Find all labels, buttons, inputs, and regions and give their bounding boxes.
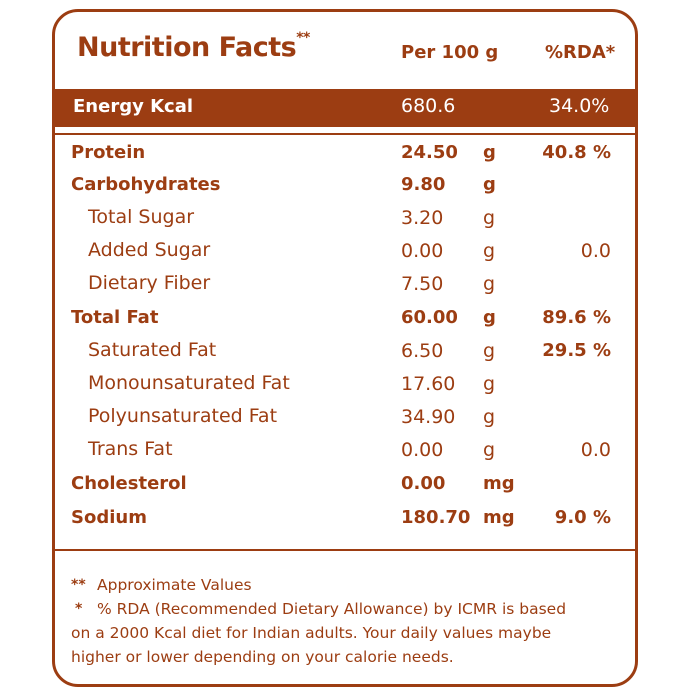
approx-footnote-text: Approximate Values [97, 576, 252, 594]
nutrient-row: Total Fat 60.00 g 89.6 % [55, 303, 635, 336]
divider [55, 549, 635, 551]
nutrient-rda: 9.0 % [554, 507, 611, 528]
nutrient-row: Added Sugar 0.00 g 0.0 [55, 236, 635, 269]
nutrient-value: 34.90 [401, 406, 456, 428]
nutrient-rda: 0.0 [580, 439, 611, 461]
energy-value: 680.6 [401, 95, 456, 117]
nutrient-row: Saturated Fat 6.50 g 29.5 % [55, 336, 635, 369]
nutrient-row: Dietary Fiber 7.50 g [55, 269, 635, 302]
nutrient-unit: g [483, 142, 496, 163]
nutrient-value: 6.50 [401, 340, 444, 362]
title-footnote-mark: ** [296, 30, 310, 46]
per-100g-header: Per 100 g [401, 42, 499, 63]
nutrient-unit: mg [483, 473, 515, 494]
nutrient-name: Added Sugar [88, 239, 211, 261]
nutrient-name: Sodium [71, 507, 147, 528]
nutrient-unit: g [483, 174, 496, 195]
nutrient-value: 60.00 [401, 307, 458, 328]
nutrient-value: 180.70 [401, 507, 471, 528]
nutrient-row: Sodium 180.70 mg 9.0 % [55, 503, 635, 536]
nutrient-row: Total Sugar 3.20 g [55, 203, 635, 236]
divider [55, 133, 635, 135]
nutrient-value: 9.80 [401, 174, 446, 195]
footnotes: ** Approximate Values * % RDA (Recommend… [71, 573, 631, 673]
nutrient-value: 0.00 [401, 240, 444, 262]
rda-footnote-line: on a 2000 Kcal diet for Indian adults. Y… [71, 624, 552, 642]
nutrient-unit: g [483, 406, 496, 428]
nutrient-value: 7.50 [401, 273, 444, 295]
nutrient-unit: g [483, 207, 496, 229]
nutrient-unit: g [483, 340, 496, 362]
nutrient-unit: g [483, 307, 496, 328]
page-title: Nutrition Facts** [77, 30, 310, 63]
rda-footnote-line: higher or lower depending on your calori… [71, 648, 454, 666]
nutrient-row: Protein 24.50 g 40.8 % [55, 138, 635, 171]
rda-footnote-mark: * [75, 601, 83, 617]
nutrient-row: Polyunsaturated Fat 34.90 g [55, 402, 635, 435]
nutrient-row: Trans Fat 0.00 g 0.0 [55, 435, 635, 468]
nutrient-name: Dietary Fiber [88, 272, 211, 294]
nutrient-rda: 29.5 % [542, 340, 611, 361]
rda-header: %RDA* [545, 42, 616, 63]
nutrient-name: Trans Fat [88, 438, 173, 460]
nutrient-unit: g [483, 439, 496, 461]
energy-label: Energy Kcal [73, 96, 194, 117]
approx-footnote-mark: ** [71, 577, 86, 593]
nutrient-rda: 40.8 % [542, 142, 611, 163]
nutrient-unit: g [483, 240, 496, 262]
nutrient-name: Monounsaturated Fat [88, 372, 290, 394]
nutrient-name: Protein [71, 142, 146, 163]
nutrient-value: 24.50 [401, 142, 458, 163]
energy-rda: 34.0% [549, 95, 610, 117]
nutrient-name: Polyunsaturated Fat [88, 405, 278, 427]
nutrient-name: Saturated Fat [88, 339, 217, 361]
nutrient-rda: 89.6 % [542, 307, 611, 328]
nutrient-name: Total Sugar [88, 206, 195, 228]
nutrient-row: Carbohydrates 9.80 g [55, 170, 635, 203]
nutrition-facts-panel: Nutrition Facts** Per 100 g %RDA* Energy… [52, 9, 638, 687]
nutrient-name: Carbohydrates [71, 174, 221, 195]
nutrient-row: Monounsaturated Fat 17.60 g [55, 369, 635, 402]
nutrient-unit: g [483, 373, 496, 395]
nutrient-unit: mg [483, 507, 515, 528]
nutrient-unit: g [483, 273, 496, 295]
nutrient-value: 0.00 [401, 439, 444, 461]
nutrient-value: 0.00 [401, 473, 446, 494]
rda-footnote-line: % RDA (Recommended Dietary Allowance) by… [97, 600, 567, 618]
nutrient-value: 3.20 [401, 207, 444, 229]
nutrient-row: Cholesterol 0.00 mg [55, 469, 635, 502]
nutrient-value: 17.60 [401, 373, 456, 395]
energy-row: Energy Kcal 680.6 34.0% [55, 89, 635, 127]
nutrient-name: Total Fat [71, 307, 159, 328]
nutrient-name: Cholesterol [71, 473, 187, 494]
nutrient-rda: 0.0 [580, 240, 611, 262]
